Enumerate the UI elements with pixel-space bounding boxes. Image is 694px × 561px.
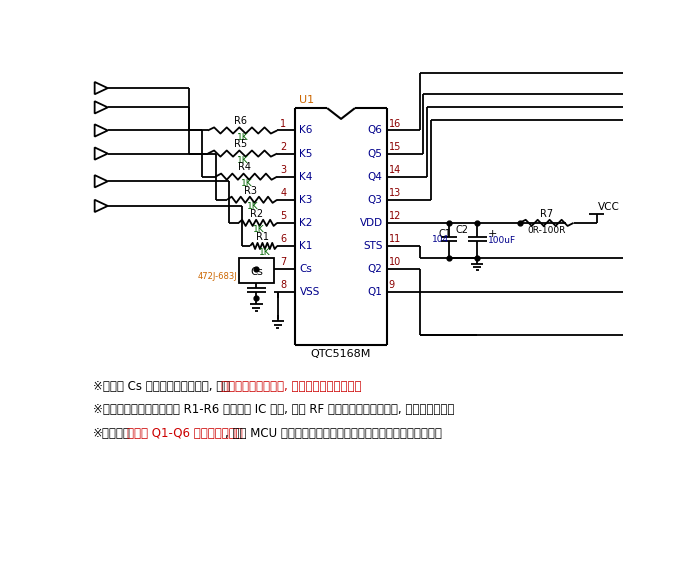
Text: ※各感应输入口串联的电阻 R1-R6 必须靠近 IC 管脚, 若对 RF 抗扰能力没有严格要求, 此电阻可以省略: ※各感应输入口串联的电阻 R1-R6 必须靠近 IC 管脚, 若对 RF 抗扰能…	[93, 403, 455, 416]
Text: 3: 3	[280, 165, 287, 174]
Text: 0R-100R: 0R-100R	[527, 226, 566, 235]
Text: K3: K3	[300, 195, 313, 205]
Text: 472J-683J: 472J-683J	[197, 272, 237, 281]
Text: ※触摸信号: ※触摸信号	[93, 426, 131, 440]
Text: R2: R2	[250, 209, 263, 219]
Text: K1: K1	[300, 241, 313, 251]
Text: 11: 11	[389, 234, 401, 244]
Text: 1K: 1K	[247, 202, 259, 211]
Text: 1K: 1K	[237, 133, 249, 142]
Text: 10: 10	[389, 257, 401, 267]
Text: , 系统 MCU 需要外加上拉电阻或开启内部上拉电阻以获得高电平: , 系统 MCU 需要外加上拉电阻或开启内部上拉电阻以获得高电平	[225, 426, 441, 440]
Text: R3: R3	[244, 186, 257, 196]
Text: K5: K5	[300, 149, 313, 159]
Text: R7: R7	[540, 209, 553, 219]
Text: 6: 6	[280, 234, 287, 244]
Text: Q5: Q5	[368, 149, 382, 159]
Text: R4: R4	[238, 163, 251, 172]
Text: 16: 16	[389, 118, 401, 128]
Text: 1K: 1K	[237, 156, 249, 165]
Text: Q6: Q6	[368, 126, 382, 135]
Text: 12: 12	[389, 211, 401, 221]
Text: 4: 4	[280, 188, 287, 198]
Text: 2: 2	[280, 141, 287, 151]
Text: K2: K2	[300, 218, 313, 228]
Text: ※上图中 Cs 电容预留有两个位置, 只是: ※上图中 Cs 电容预留有两个位置, 只是	[93, 380, 230, 393]
Text: Q1: Q1	[368, 287, 382, 297]
Text: 5: 5	[280, 211, 287, 221]
Text: Q3: Q3	[368, 195, 382, 205]
Text: C1: C1	[438, 229, 451, 238]
Text: R6: R6	[235, 116, 248, 126]
Text: VSS: VSS	[300, 287, 320, 297]
Text: C2: C2	[455, 225, 468, 235]
Text: 1: 1	[280, 118, 287, 128]
Text: K4: K4	[300, 172, 313, 182]
Text: 14: 14	[389, 165, 401, 174]
Text: STS: STS	[363, 241, 382, 251]
Text: 1K: 1K	[259, 249, 270, 257]
Text: Cs: Cs	[250, 267, 263, 277]
Text: 1K: 1K	[253, 226, 264, 234]
Text: VDD: VDD	[359, 218, 382, 228]
Text: 7: 7	[280, 257, 287, 267]
Text: R1: R1	[255, 232, 269, 242]
Text: K6: K6	[300, 126, 313, 135]
Text: 15: 15	[389, 141, 401, 151]
Text: Cs: Cs	[300, 264, 312, 274]
Text: 输出口 Q1-Q6 无内部上拉电阻: 输出口 Q1-Q6 无内部上拉电阻	[128, 426, 243, 440]
Text: 8: 8	[280, 280, 287, 290]
Text: Q4: Q4	[368, 172, 382, 182]
Text: VCC: VCC	[598, 203, 620, 213]
Text: 13: 13	[389, 188, 401, 198]
Text: +: +	[487, 229, 497, 238]
Text: Q2: Q2	[368, 264, 382, 274]
Text: 100uF: 100uF	[488, 236, 516, 245]
Text: 104: 104	[432, 234, 449, 243]
Text: 为了方便调节灵敏度, 实际取值为两电容之和: 为了方便调节灵敏度, 实际取值为两电容之和	[221, 380, 361, 393]
Text: 1K: 1K	[242, 179, 253, 188]
Bar	[239, 258, 274, 283]
Text: R5: R5	[235, 139, 248, 149]
Text: 9: 9	[389, 280, 395, 290]
Text: U1: U1	[298, 95, 314, 105]
Text: QTC5168M: QTC5168M	[311, 349, 371, 359]
